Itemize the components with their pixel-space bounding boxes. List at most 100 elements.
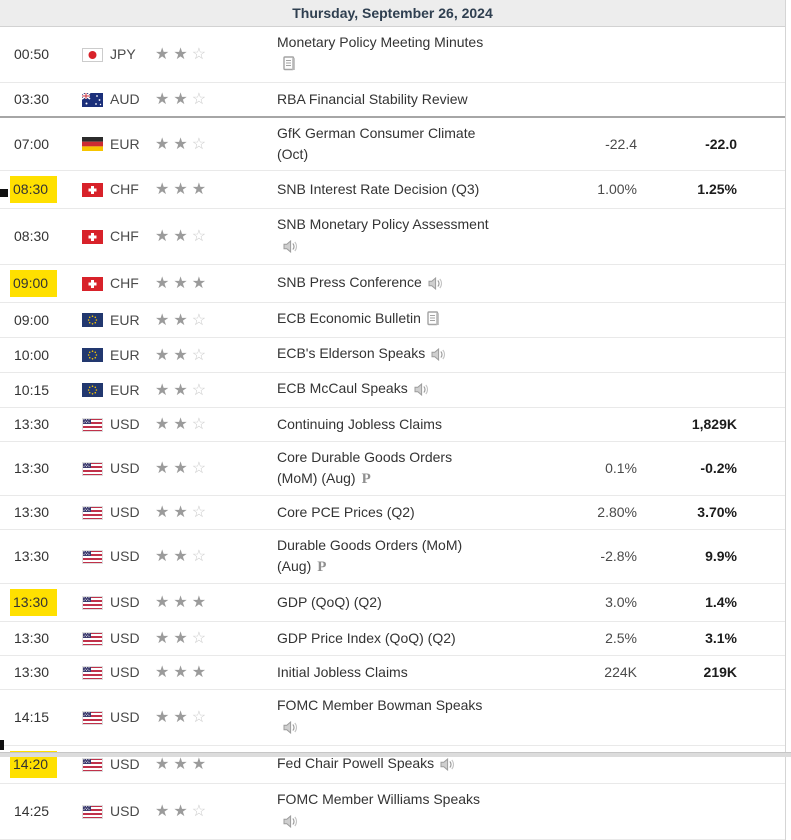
flag-eu-icon (82, 348, 110, 362)
event-row[interactable]: 03:30 AUD ★★☆ RBA Financial Stability Re… (0, 83, 785, 118)
star-filled-icon: ★ (155, 460, 174, 477)
event-name[interactable]: SNB Interest Rate Decision (Q3) (277, 181, 480, 197)
speaker-icon (431, 346, 446, 367)
currency-code: CHF (110, 275, 139, 291)
event-time: 13:30 (14, 548, 50, 564)
event-row[interactable]: 13:30 USD ★★★ GDP (QoQ) (Q2) 3.0% 1.4% (0, 584, 785, 622)
event-name[interactable]: Durable Goods Orders (MoM) (Aug) (277, 537, 463, 574)
star-filled-icon: ★ (191, 181, 211, 198)
flag-ch-icon (82, 276, 110, 291)
event-row[interactable]: 14:15 USD ★★☆ FOMC Member Bowman Speaks (0, 690, 785, 746)
event-row[interactable]: 07:00 EUR ★★☆ GfK German Consumer Climat… (0, 118, 785, 171)
star-filled-icon: ★ (173, 346, 192, 364)
event-name[interactable]: Core Durable Goods Orders (MoM) (Aug) (277, 449, 453, 486)
event-row[interactable]: 09:00 CHF ★★★ SNB Press Conference (0, 265, 785, 303)
event-name[interactable]: Continuing Jobless Claims (277, 416, 442, 432)
star-filled-icon: ★ (173, 630, 192, 647)
star-filled-icon: ★ (155, 135, 174, 153)
flag-us-icon (82, 804, 110, 819)
event-name[interactable]: ECB's Elderson Speaks (277, 345, 426, 361)
forecast-value: -22.4 (605, 135, 637, 152)
event-time: 07:00 (14, 135, 50, 152)
event-time: 09:00 (10, 270, 58, 297)
importance-stars: ★★★ (155, 662, 227, 683)
star-empty-icon: ☆ (191, 311, 211, 329)
star-filled-icon: ★ (155, 91, 174, 108)
importance-stars: ★★☆ (155, 458, 227, 479)
event-time: 00:50 (14, 46, 50, 62)
event-row[interactable]: 13:30 USD ★★☆ Core Durable Goods Orders … (0, 442, 785, 496)
speaker-icon (428, 275, 443, 296)
event-name[interactable]: FOMC Member Williams Speaks (277, 791, 481, 807)
event-name[interactable]: SNB Press Conference (277, 273, 422, 290)
event-time: 10:15 (14, 381, 50, 398)
event-row[interactable]: 00:50 JPY ★★☆ Monetary Policy Meeting Mi… (0, 27, 785, 83)
event-row[interactable]: 14:25 USD ★★☆ FOMC Member Williams Speak… (0, 784, 785, 840)
event-name[interactable]: RBA Financial Stability Review (277, 91, 468, 107)
importance-stars: ★★☆ (155, 226, 227, 247)
event-row[interactable]: 13:30 USD ★★★ Initial Jobless Claims 224… (0, 656, 785, 690)
event-time: 13:30 (14, 416, 50, 432)
star-filled-icon: ★ (191, 756, 211, 773)
event-name[interactable]: GDP (QoQ) (Q2) (277, 594, 382, 610)
event-name[interactable]: GfK German Consumer Climate (Oct) (277, 125, 476, 162)
event-row[interactable]: 13:30 USD ★★☆ Durable Goods Orders (MoM)… (0, 530, 785, 584)
star-filled-icon: ★ (155, 803, 174, 820)
flag-us-icon (82, 461, 110, 476)
currency-code: EUR (110, 346, 140, 363)
star-empty-icon: ☆ (191, 504, 211, 521)
event-name[interactable]: Core PCE Prices (Q2) (277, 504, 415, 520)
date-header: Thursday, September 26, 2024 (0, 0, 785, 27)
star-filled-icon: ★ (155, 416, 174, 433)
speaker-icon (440, 756, 455, 777)
star-filled-icon: ★ (155, 504, 174, 521)
event-name[interactable]: ECB Economic Bulletin (277, 310, 421, 326)
flag-us-icon (82, 549, 110, 564)
importance-stars: ★★☆ (155, 134, 227, 155)
event-row[interactable]: 10:15 EUR ★★☆ ECB McCaul Speaks (0, 373, 785, 408)
star-empty-icon: ☆ (191, 630, 211, 647)
previous-value: 1.4% (705, 594, 737, 610)
event-name[interactable]: SNB Monetary Policy Assessment (277, 216, 489, 232)
event-name[interactable]: Monetary Policy Meeting Minutes (277, 34, 484, 50)
previous-value: 3.70% (697, 504, 737, 520)
event-row[interactable]: 10:00 EUR ★★☆ ECB's Elderson Speaks (0, 338, 785, 373)
event-row[interactable]: 13:30 USD ★★☆ Continuing Jobless Claims … (0, 408, 785, 442)
event-time: 08:30 (10, 176, 58, 203)
star-filled-icon: ★ (155, 46, 174, 63)
currency-code: EUR (110, 381, 140, 398)
event-name[interactable]: ECB McCaul Speaks (277, 380, 408, 396)
previous-value: 3.1% (705, 630, 737, 646)
event-name[interactable]: Initial Jobless Claims (277, 664, 408, 680)
forecast-value: -2.8% (600, 548, 637, 564)
flag-us-icon (82, 417, 110, 432)
star-filled-icon: ★ (173, 181, 192, 198)
event-row[interactable]: 13:30 USD ★★☆ GDP Price Index (QoQ) (Q2)… (0, 622, 785, 656)
star-filled-icon: ★ (173, 803, 192, 820)
currency-code: USD (110, 460, 140, 476)
currency-code: USD (110, 504, 140, 520)
event-time: 09:00 (14, 311, 50, 328)
currency-code: EUR (110, 135, 140, 152)
event-name[interactable]: FOMC Member Bowman Speaks (277, 697, 483, 713)
star-filled-icon: ★ (155, 709, 174, 726)
star-filled-icon: ★ (173, 135, 192, 153)
event-row[interactable]: 08:30 CHF ★★☆ SNB Monetary Policy Assess… (0, 209, 785, 265)
event-name[interactable]: GDP Price Index (QoQ) (Q2) (277, 630, 456, 646)
event-row[interactable]: 08:30 CHF ★★★ SNB Interest Rate Decision… (0, 171, 785, 209)
previous-value: 219K (703, 664, 737, 680)
star-filled-icon: ★ (173, 91, 192, 108)
event-time: 13:30 (14, 504, 50, 520)
star-filled-icon: ★ (173, 416, 192, 433)
star-empty-icon: ☆ (191, 135, 211, 153)
event-row[interactable]: 09:00 EUR ★★☆ ECB Economic Bulletin (0, 303, 785, 338)
importance-stars: ★★★ (155, 592, 227, 613)
star-filled-icon: ★ (155, 548, 174, 565)
event-row[interactable]: 13:30 USD ★★☆ Core PCE Prices (Q2) 2.80%… (0, 496, 785, 530)
currency-code: USD (110, 594, 140, 610)
star-filled-icon: ★ (191, 664, 211, 681)
speaker-icon (414, 381, 429, 402)
previous-value: 9.9% (705, 548, 737, 564)
preliminary-p-icon: P (361, 471, 371, 487)
